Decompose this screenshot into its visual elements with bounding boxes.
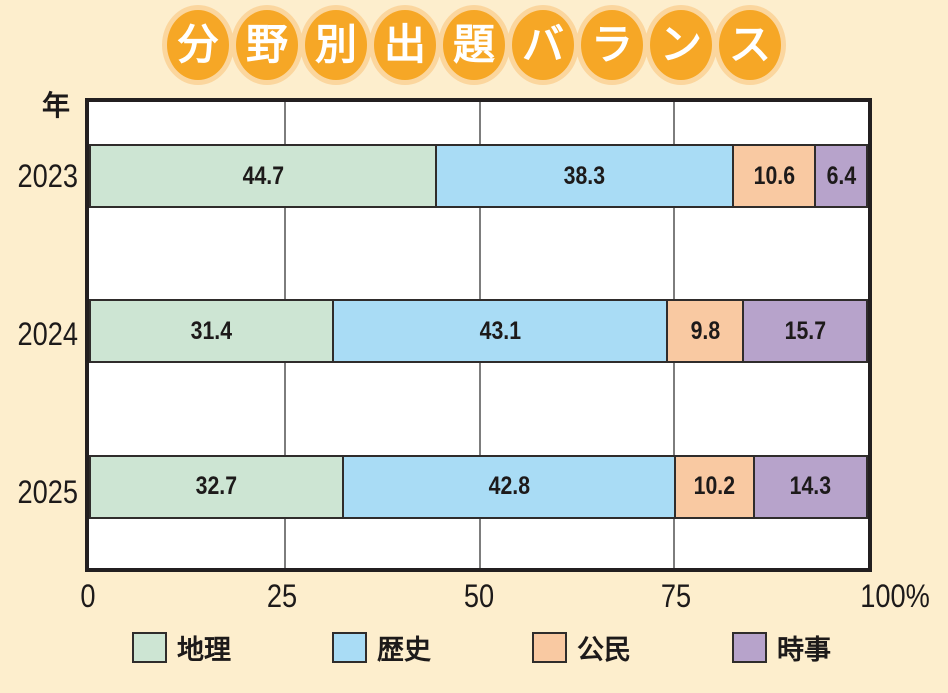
legend-swatch-civics — [532, 632, 567, 663]
bar-segment-地理-2025: 32.7 — [91, 456, 345, 517]
bar-segment-地理-2023: 44.7 — [91, 146, 438, 206]
row-band-2024: 31.4 43.1 9.8 15.7 — [89, 257, 868, 412]
x-tick-100: 100% — [860, 578, 930, 614]
bar-value-label: 38.3 — [564, 161, 606, 190]
bar-value-label: 15.7 — [784, 316, 826, 345]
bar-segment-歴史-2025: 42.8 — [344, 456, 677, 517]
bar-segment-時事-2025: 14.3 — [755, 456, 866, 517]
legend: 地理 歴史 公民 時事 — [0, 628, 948, 667]
legend-item-civics: 公民 — [532, 628, 631, 667]
bar-value-label: 9.8 — [690, 316, 721, 345]
bar-segment-歴史-2023: 38.3 — [437, 146, 735, 206]
bar-segment-歴史-2024: 43.1 — [334, 301, 669, 362]
y-axis-label-2023: 2023 — [17, 158, 78, 194]
bar-segment-公民-2025: 10.2 — [676, 456, 756, 517]
title-char: 分 — [167, 10, 229, 80]
stacked-bar-2025: 32.7 42.8 10.2 14.3 — [89, 454, 868, 519]
legend-label-current-events: 時事 — [777, 635, 831, 665]
bar-segment-公民-2023: 10.6 — [734, 146, 817, 206]
stacked-bar-2023: 44.7 38.3 10.6 6.4 — [89, 144, 868, 208]
bar-value-label: 10.6 — [753, 161, 795, 190]
x-tick-25: 25 — [266, 578, 298, 614]
x-tick-50: 50 — [463, 578, 495, 614]
title-char: ス — [719, 10, 781, 80]
row-band-2025: 32.7 42.8 10.2 14.3 — [89, 413, 868, 568]
legend-label-civics: 公民 — [577, 635, 631, 665]
bar-value-label: 14.3 — [789, 472, 832, 501]
title-char: ラ — [581, 10, 643, 80]
title-char: 別 — [305, 10, 367, 80]
bar-value-label: 44.7 — [242, 161, 284, 190]
bar-value-label: 42.8 — [488, 472, 530, 501]
row-band-2023: 44.7 38.3 10.6 6.4 — [89, 102, 868, 257]
bar-value-label: 43.1 — [479, 316, 522, 345]
bar-segment-地理-2024: 31.4 — [91, 301, 335, 362]
bar-segment-時事-2024: 15.7 — [744, 301, 866, 362]
legend-swatch-current-events — [732, 632, 767, 663]
x-tick-0: 0 — [80, 578, 96, 614]
legend-swatch-history — [332, 632, 367, 663]
y-axis-label-2024: 2024 — [17, 316, 78, 352]
x-tick-75: 75 — [660, 578, 692, 614]
legend-label-geography: 地理 — [177, 635, 231, 665]
stacked-bar-2024: 31.4 43.1 9.8 15.7 — [89, 299, 868, 364]
title-char: 出 — [374, 10, 436, 80]
legend-item-history: 歴史 — [332, 628, 431, 667]
legend-label-history: 歴史 — [377, 635, 431, 665]
title-char: 野 — [236, 10, 298, 80]
bar-value-label: 10.2 — [693, 472, 736, 501]
title-char: ン — [650, 10, 712, 80]
chart-title: 分 野 別 出 題 バ ラ ン ス — [0, 10, 948, 80]
bar-value-label: 6.4 — [826, 161, 856, 190]
legend-item-geography: 地理 — [132, 628, 231, 667]
y-axis-unit-label: 年 — [42, 90, 71, 121]
legend-swatch-geography — [132, 632, 167, 663]
bar-value-label: 32.7 — [196, 472, 238, 501]
legend-item-current-events: 時事 — [732, 628, 831, 667]
y-axis-label-2025: 2025 — [17, 474, 78, 510]
title-char: 題 — [443, 10, 505, 80]
bar-segment-時事-2023: 6.4 — [816, 146, 866, 206]
bar-segment-公民-2024: 9.8 — [668, 301, 745, 362]
plot-area: 44.7 38.3 10.6 6.4 31.4 43.1 9.8 15.7 32.7 42.8… — [85, 98, 872, 572]
title-char: バ — [512, 10, 574, 80]
bar-value-label: 31.4 — [190, 316, 233, 345]
